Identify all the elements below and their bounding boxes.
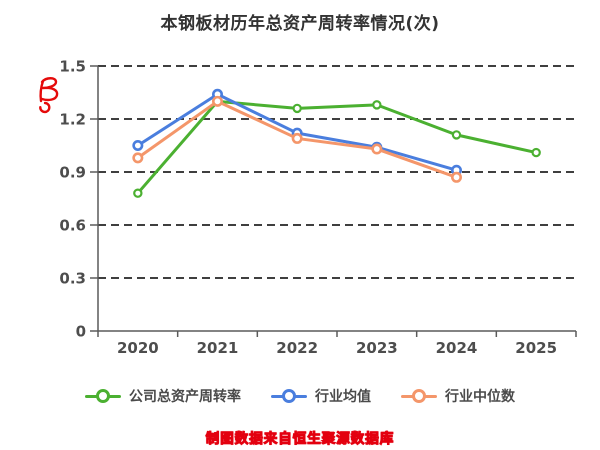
data-point-marker-0[interactable] xyxy=(451,130,462,140)
y-axis-tick-label: 0.6 xyxy=(59,217,86,235)
legend-marker-icon xyxy=(271,389,307,403)
legend-item-industry-mean[interactable]: 行业均值 xyxy=(271,386,371,406)
legend-label: 公司总资产周转率 xyxy=(129,389,241,405)
data-point-marker-0[interactable] xyxy=(372,100,382,110)
x-axis-tick-label: 2020 xyxy=(117,339,159,357)
y-axis-tick-label: 1.5 xyxy=(59,58,86,76)
x-axis-tick-label: 2023 xyxy=(356,339,398,357)
x-axis-tick-label: 2021 xyxy=(197,339,239,357)
x-axis-tick-label: 2024 xyxy=(436,339,478,357)
data-point-marker-0[interactable] xyxy=(531,147,541,158)
data-source-caption: 制图数据来自恒生聚源数据库 xyxy=(205,431,395,448)
legend-item-company-turnover[interactable]: 公司总资产周转率 xyxy=(85,386,241,406)
y-axis-tick-label: 0.3 xyxy=(59,270,86,288)
data-point-marker-2[interactable] xyxy=(212,95,224,107)
x-axis-tick-label: 2022 xyxy=(276,339,318,357)
data-point-marker-1[interactable] xyxy=(132,140,144,152)
x-axis-tick-label: 2025 xyxy=(515,339,557,357)
legend-marker-icon xyxy=(85,389,121,403)
legend-label: 行业中位数 xyxy=(445,389,515,405)
data-point-marker-0[interactable] xyxy=(292,103,302,114)
y-axis-tick-label: 1.2 xyxy=(59,111,86,129)
legend-marker-icon xyxy=(401,389,437,403)
chart-title: 本钢板材历年总资产周转率情况(次) xyxy=(160,14,440,34)
data-point-marker-0[interactable] xyxy=(133,188,143,198)
chart-legend: 公司总资产周转率 行业均值 行业中位数 xyxy=(0,386,600,406)
legend-label: 行业均值 xyxy=(315,389,371,405)
y-axis-tick-label: 0 xyxy=(76,323,86,341)
legend-item-industry-median[interactable]: 行业中位数 xyxy=(401,386,515,406)
data-point-marker-2[interactable] xyxy=(132,152,144,164)
data-point-marker-2[interactable] xyxy=(371,143,383,155)
data-point-marker-2[interactable] xyxy=(450,171,462,183)
y-axis-tick-label: 0.9 xyxy=(59,164,86,182)
series-line-0[interactable] xyxy=(136,99,538,195)
data-point-marker-2[interactable] xyxy=(291,132,303,144)
annotation-scribble xyxy=(39,77,59,114)
